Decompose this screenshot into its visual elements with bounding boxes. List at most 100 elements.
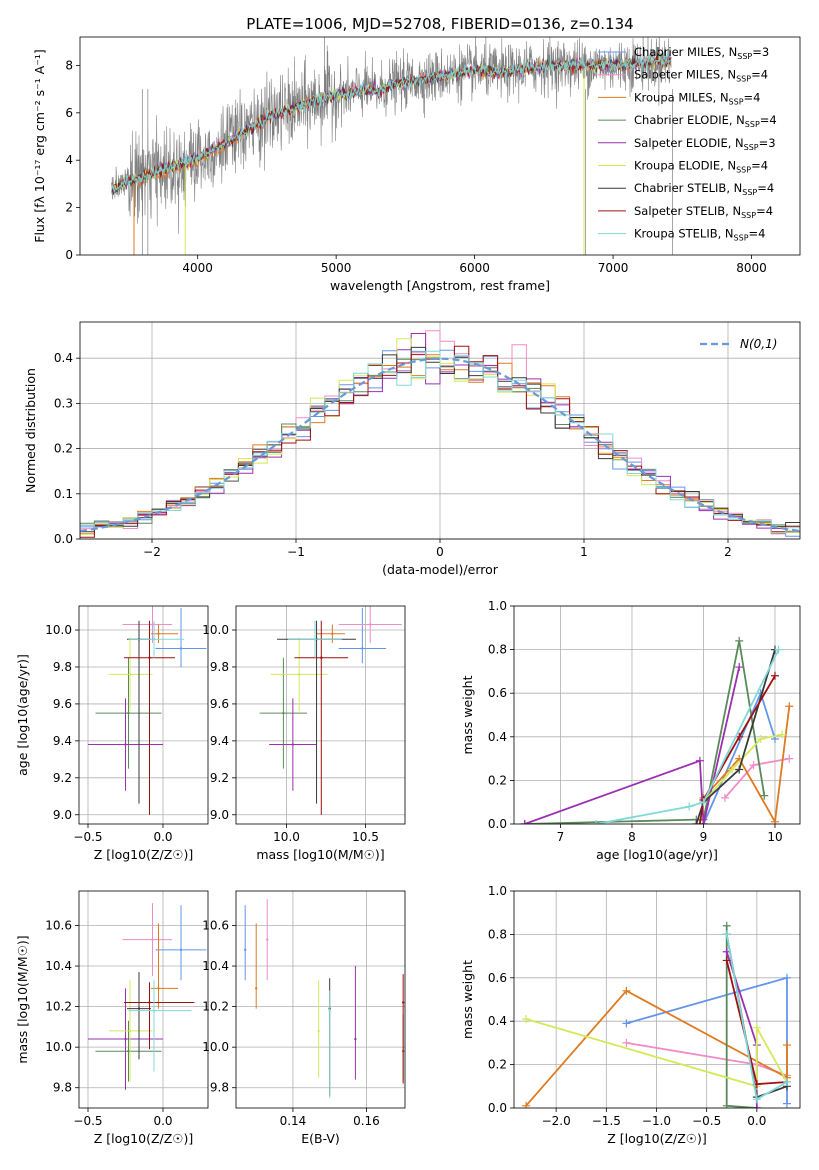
axes-frame: [513, 890, 801, 1109]
y-axis-label: mass weight: [460, 675, 475, 754]
data-point: [152, 638, 156, 641]
weight-marker: [522, 1015, 531, 1024]
x-tick-label: −2: [143, 545, 161, 559]
y-tick-label: 0.4: [488, 1014, 507, 1028]
plot-area: [111, 37, 673, 255]
data-point: [151, 938, 154, 941]
y-tick-label: 0.4: [488, 730, 507, 744]
y-tick-label: 0.2: [488, 773, 507, 787]
legend-entry: Kroupa STELIB, NSSP=4: [634, 227, 765, 243]
weight-marker: [752, 1023, 761, 1032]
y-tick-label: 0.1: [54, 487, 73, 501]
weight-marker: [722, 930, 731, 939]
weight-line-4: [524, 666, 741, 824]
y-tick-label: 9.0: [53, 808, 72, 822]
y-axis-label: mass weight: [460, 960, 475, 1039]
axes-frame: [235, 605, 406, 825]
weight-marker: [770, 817, 779, 824]
weight-marker: [622, 1019, 631, 1028]
weight-marker: [520, 820, 529, 824]
legend-entry: Kroupa ELODIE, NSSP=4: [634, 159, 768, 175]
x-tick-label: 0.0: [153, 830, 172, 844]
data-point: [128, 1029, 132, 1033]
weight-line-2: [702, 706, 791, 824]
plot-area: [259, 606, 402, 815]
y-tick-label: 0.0: [488, 1101, 507, 1115]
legend-entry: Salpeter STELIB, NSSP=4: [634, 204, 773, 220]
y-tick-label: 6: [65, 106, 73, 120]
x-tick-label: −2.0: [542, 1114, 571, 1128]
weight-marker: [622, 986, 631, 995]
y-tick-label: 10.0: [202, 623, 229, 637]
y-axis-label: age [log10(age/yr)]: [15, 654, 30, 776]
x-tick-label: 10.0: [273, 830, 300, 844]
x-tick-label: 8: [628, 830, 636, 844]
axes-frame: [513, 605, 801, 825]
legend-entry: Salpeter ELODIE, NSSP=3: [634, 136, 776, 152]
x-axis-label: Z [log10(Z/Z☉)]: [94, 847, 194, 862]
x-tick-label: 5000: [321, 261, 352, 275]
data-point: [152, 1009, 156, 1012]
y-axis-label: mass [log10(M/M☉)]: [15, 935, 30, 1063]
axes-mass-vs-Z: −0.5 0.0 9.8 10.0 10.2 10.4 10.6 Z [log10(Z/Z☉)…: [15, 890, 209, 1146]
x-tick-label: 7000: [598, 261, 629, 275]
data-point: [317, 1029, 320, 1033]
x-axis-label: wavelength [Angstrom, rest frame]: [330, 278, 550, 293]
axes-frame: [78, 890, 209, 1109]
x-tick-label: −0.5: [692, 1114, 721, 1128]
x-tick-label: 0.0: [153, 1114, 172, 1128]
weight-marker: [782, 1077, 791, 1086]
hist-step-1: [80, 330, 800, 535]
legend-entry: N(0,1): [740, 337, 777, 351]
axes-weight-vs-Z: −2.0 −1.5 −1.0 −0.5 0.0 0.0 0.2 0.4 0.6 0.8 1.0 Z […: [460, 884, 801, 1146]
weight-line-2: [525, 989, 788, 1107]
y-tick-label: 9.8: [210, 1081, 229, 1095]
x-tick-label: 4000: [182, 261, 213, 275]
y-tick-label: 1.0: [488, 599, 507, 613]
data-point: [313, 638, 317, 641]
data-point: [179, 647, 183, 650]
data-point: [148, 656, 151, 659]
y-tick-label: 8: [65, 58, 73, 72]
weight-marker: [770, 671, 779, 680]
weight-marker: [760, 791, 769, 800]
x-tick-label: 7: [557, 830, 565, 844]
legend-entry: Chabrier MILES, NSSP=3: [634, 45, 769, 61]
y-tick-label: 9.0: [210, 808, 229, 822]
data-point: [361, 647, 364, 650]
y-tick-label: 10.0: [45, 623, 72, 637]
weight-marker: [782, 1099, 791, 1108]
y-tick-label: 0.0: [54, 532, 73, 546]
weight-marker: [522, 1101, 531, 1108]
weight-marker: [785, 754, 794, 763]
spectrum-legend: Chabrier MILES, NSSP=3 Salpeter MILES, NS…: [598, 45, 777, 243]
plot-area: [520, 636, 794, 824]
y-tick-label: 9.8: [53, 660, 72, 674]
weight-line-5: [702, 733, 783, 803]
data-point: [320, 656, 323, 659]
data-point: [243, 948, 247, 952]
legend-entry: Chabrier ELODIE, NSSP=4: [634, 113, 777, 129]
hist-step-6: [80, 346, 800, 533]
weight-marker: [728, 765, 737, 774]
data-point: [151, 623, 154, 626]
axes-spectrum: 4000 5000 6000 7000 8000 0 2 4 6 8 wavelength [Ang…: [32, 36, 801, 293]
weight-marker: [720, 793, 729, 802]
y-tick-label: 10.4: [45, 959, 72, 973]
data-point: [127, 711, 130, 715]
weight-marker: [592, 820, 601, 824]
data-point: [282, 711, 285, 715]
x-tick-label: 2: [724, 545, 732, 559]
y-tick-label: 9.6: [210, 697, 229, 711]
x-tick-label: 6000: [459, 261, 490, 275]
y-tick-label: 9.8: [53, 1081, 72, 1095]
x-tick-label: −1.5: [592, 1114, 621, 1128]
y-tick-label: 10.0: [202, 1040, 229, 1054]
weight-marker: [722, 921, 731, 930]
weight-marker: [692, 820, 701, 824]
chart-layer: 4000 5000 6000 7000 8000 0 2 4 6 8 wavelength [Ang…: [15, 36, 801, 1146]
weight-marker: [735, 663, 744, 672]
axes-residuals: −2 −1 0 1 2 0.0 0.1 0.2 0.3 0.4 (data-model)/error…: [23, 321, 801, 577]
y-tick-label: 0.3: [54, 396, 73, 410]
x-tick-label: 9: [700, 830, 708, 844]
